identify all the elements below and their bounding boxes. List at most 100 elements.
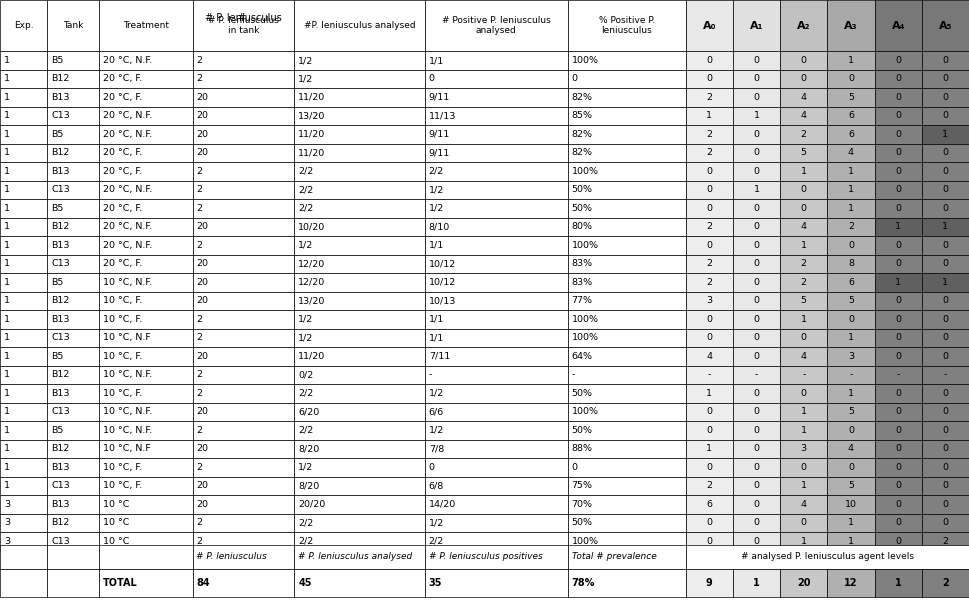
Text: 1: 1	[754, 186, 760, 194]
Bar	[686, 0, 733, 51]
Bar	[922, 254, 969, 273]
Text: 2: 2	[197, 167, 203, 176]
Text: 0: 0	[428, 463, 435, 472]
Text: 2: 2	[197, 370, 203, 379]
Text: -: -	[572, 370, 575, 379]
Text: 20: 20	[197, 148, 208, 157]
Text: 20: 20	[197, 112, 208, 121]
Bar	[875, 88, 922, 107]
Bar	[780, 107, 828, 125]
Bar	[568, 51, 686, 70]
Bar	[193, 236, 295, 254]
Bar	[0, 51, 47, 70]
Text: 82%: 82%	[572, 130, 593, 139]
Text: 1: 1	[4, 333, 10, 343]
Bar	[780, 347, 828, 365]
Bar	[686, 181, 733, 199]
Text: 10 °C: 10 °C	[104, 500, 130, 509]
Text: 11/20: 11/20	[298, 148, 326, 157]
Text: B13: B13	[51, 167, 70, 176]
Text: 10 °C, F.: 10 °C, F.	[104, 481, 142, 490]
Bar	[875, 495, 922, 514]
Bar	[0, 329, 47, 347]
Bar	[780, 440, 828, 458]
Text: 0: 0	[895, 186, 901, 194]
Bar	[686, 532, 733, 551]
Text: 10/13: 10/13	[428, 297, 456, 305]
Text: 64%: 64%	[572, 352, 593, 361]
Bar	[733, 440, 780, 458]
Text: 1: 1	[754, 112, 760, 121]
Text: 0: 0	[706, 241, 712, 250]
Bar	[47, 365, 100, 384]
Bar	[47, 0, 100, 51]
Bar	[47, 421, 100, 440]
Bar	[780, 514, 828, 532]
Text: 1: 1	[4, 426, 10, 435]
Text: 2: 2	[197, 241, 203, 250]
Bar	[0, 218, 47, 236]
Text: 6: 6	[848, 278, 854, 287]
Text: 0: 0	[943, 148, 949, 157]
Text: 11/20: 11/20	[298, 93, 326, 102]
Bar	[922, 107, 969, 125]
Text: 3: 3	[4, 537, 10, 546]
Bar	[828, 495, 875, 514]
Bar	[0, 532, 47, 551]
Text: 20: 20	[197, 408, 208, 416]
Bar	[47, 51, 100, 70]
Bar	[733, 569, 780, 598]
Bar	[568, 70, 686, 88]
Bar	[875, 162, 922, 181]
Text: 10 °C, F.: 10 °C, F.	[104, 297, 142, 305]
Bar	[193, 569, 295, 598]
Bar	[568, 144, 686, 162]
Text: 0: 0	[754, 426, 760, 435]
Text: 0: 0	[848, 463, 854, 472]
Bar	[828, 347, 875, 365]
Bar	[100, 254, 193, 273]
Text: 10 °C: 10 °C	[104, 519, 130, 527]
Text: 1/2: 1/2	[428, 186, 444, 194]
Bar	[780, 421, 828, 440]
Bar	[0, 403, 47, 421]
Bar	[424, 0, 568, 51]
Bar	[875, 384, 922, 403]
Text: 1/2: 1/2	[428, 426, 444, 435]
Bar	[424, 569, 568, 598]
Text: 10: 10	[845, 500, 857, 509]
Text: 0: 0	[895, 297, 901, 305]
Bar	[922, 532, 969, 551]
Bar	[922, 0, 969, 51]
Bar	[193, 273, 295, 292]
Text: B13: B13	[51, 315, 70, 324]
Text: 11/20: 11/20	[298, 130, 326, 139]
Bar	[875, 403, 922, 421]
Text: 9/11: 9/11	[428, 148, 450, 157]
Bar	[0, 88, 47, 107]
Bar	[780, 458, 828, 476]
Bar	[295, 162, 424, 181]
Text: 10 °C, N.F.: 10 °C, N.F.	[104, 370, 152, 379]
Bar	[568, 88, 686, 107]
Bar	[0, 0, 47, 51]
Bar	[875, 0, 922, 51]
Text: 0: 0	[895, 315, 901, 324]
Text: B12: B12	[51, 370, 70, 379]
Text: 0: 0	[943, 352, 949, 361]
Bar	[47, 254, 100, 273]
Text: 0: 0	[754, 500, 760, 509]
Text: 0: 0	[706, 204, 712, 213]
Text: 2: 2	[706, 259, 712, 268]
Bar	[47, 144, 100, 162]
Text: 0: 0	[943, 297, 949, 305]
Bar	[0, 162, 47, 181]
Bar	[100, 495, 193, 514]
Text: 10/12: 10/12	[428, 278, 456, 287]
Text: 0: 0	[754, 537, 760, 546]
Bar	[295, 458, 424, 476]
Bar	[100, 440, 193, 458]
Bar	[193, 162, 295, 181]
Bar	[193, 365, 295, 384]
Bar	[568, 476, 686, 495]
